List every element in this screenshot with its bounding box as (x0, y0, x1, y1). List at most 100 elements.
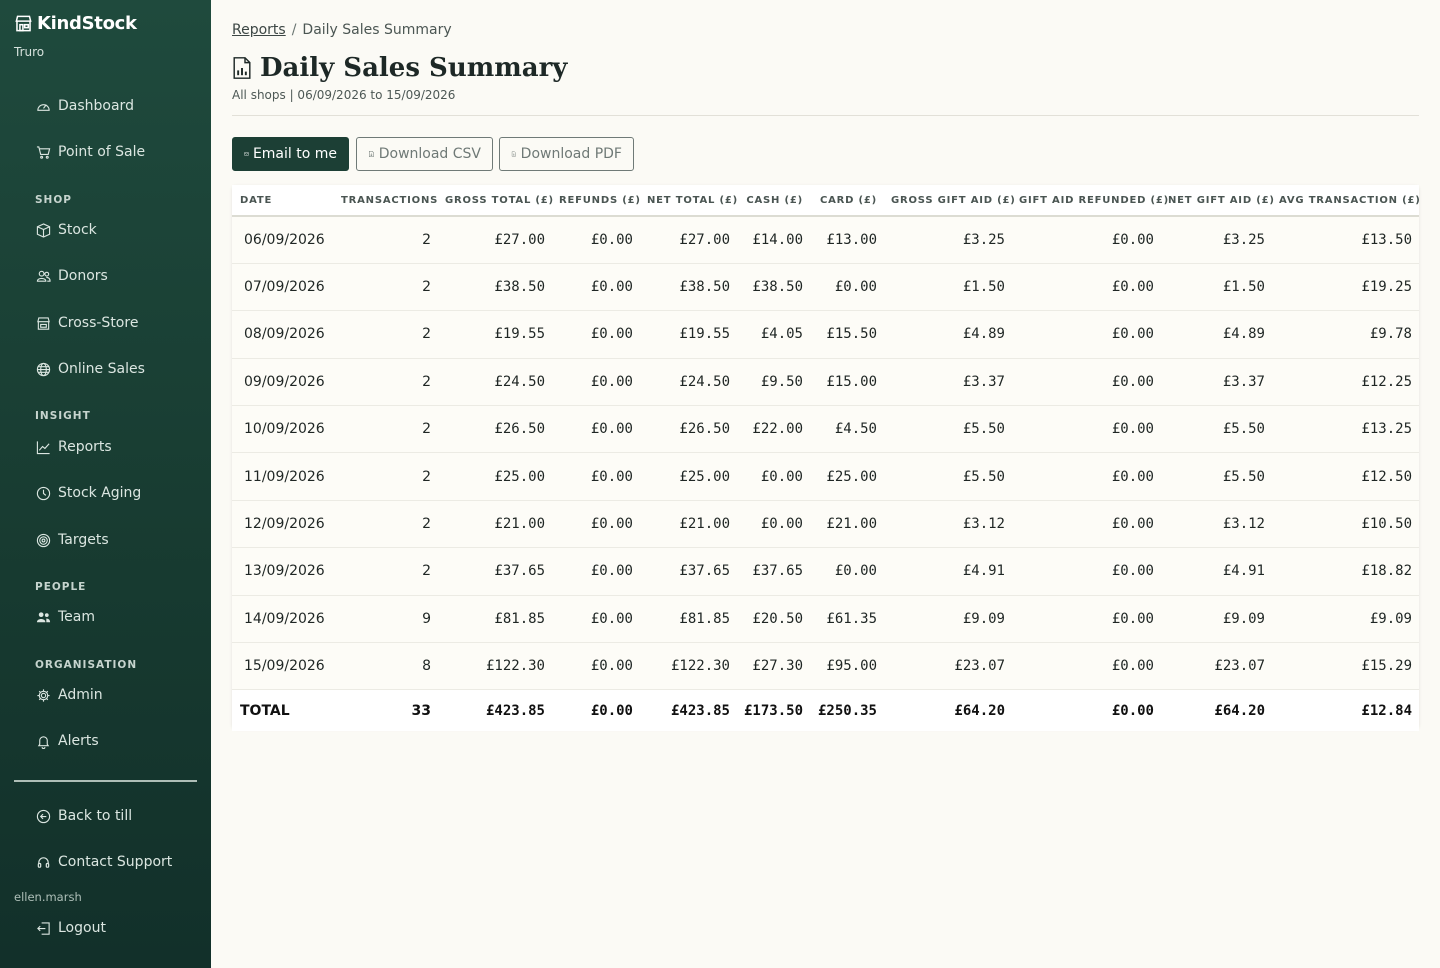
table-cell: £4.89 (884, 310, 1012, 359)
nav-reports-label: Reports (58, 439, 112, 455)
row-date-cell: 06/09/2026 (232, 216, 334, 264)
nav-alerts[interactable]: Alerts (36, 733, 99, 749)
table-cell: 9 (334, 595, 438, 644)
column-header-gross-total[interactable]: GROSS TOTAL (£) (438, 185, 553, 217)
table-row: 15/09/2026 8 £122.30 £0.00 £122.30 £27.30 £95.… (232, 642, 1419, 691)
column-header-refunds[interactable]: REFUNDS (£) (552, 185, 640, 217)
table-cell: £0.00 (1012, 500, 1161, 549)
nav-online-sales-label: Online Sales (58, 361, 145, 377)
nav-targets-label: Targets (58, 532, 109, 548)
table-cell: 2 (334, 405, 438, 454)
headset-icon (37, 856, 50, 868)
table-cell: £5.50 (884, 405, 1012, 454)
table-body: 06/09/2026 2 £27.00 £0.00 £27.00 £14.00 £13.00… (232, 216, 1419, 691)
total-cell: £12.84 (1272, 689, 1419, 731)
arrow-left-circle-icon (36, 809, 51, 823)
sidebar: KindStock Truro Dashboard Point of Sale … (0, 0, 211, 968)
table-cell: £25.00 (640, 452, 737, 501)
table-cell: £27.00 (438, 216, 552, 264)
total-cell: £173.50 (737, 689, 810, 731)
row-date-cell: 07/09/2026 (232, 263, 334, 312)
table-cell: £27.30 (737, 642, 810, 691)
nav-online-sales[interactable]: Online Sales (36, 361, 145, 377)
sales-summary-table: DATE TRANSACTIONS GROSS TOTAL (£) REFUND… (232, 185, 1420, 731)
table-cell: £5.50 (884, 452, 1012, 501)
nav-stock-aging[interactable]: Stock Aging (36, 485, 141, 501)
table-cell: £13.50 (1272, 216, 1419, 264)
table-row: 13/09/2026 2 £37.65 £0.00 £37.65 £37.65 £0.00 £… (232, 547, 1419, 596)
brand[interactable]: KindStock (14, 13, 137, 34)
column-header-gift-aid-refunded[interactable]: GIFT AID REFUNDED (£) (1012, 185, 1168, 217)
table-row: 06/09/2026 2 £27.00 £0.00 £27.00 £14.00 £13.00… (232, 216, 1419, 264)
column-header-transactions[interactable]: TRANSACTIONS (334, 185, 438, 217)
table-cell: £0.00 (1012, 358, 1161, 407)
table-cell: £0.00 (737, 500, 810, 549)
table-cell: £81.85 (640, 595, 737, 644)
table-cell: £0.00 (1012, 595, 1161, 644)
nav-reports[interactable]: Reports (36, 439, 112, 455)
column-header-card[interactable]: CARD (£) (810, 185, 884, 217)
current-user: ellen.marsh (14, 890, 82, 904)
download-csv-button[interactable]: Download CSV (356, 137, 493, 171)
column-header-net-total[interactable]: NET TOTAL (£) (640, 185, 737, 217)
table-cell: 2 (334, 310, 438, 359)
cart-icon (36, 145, 51, 159)
nav-cross-store[interactable]: Cross-Store (36, 315, 138, 331)
total-cell: £423.85 (640, 689, 737, 731)
table-cell: £0.00 (552, 310, 640, 359)
column-header-cash[interactable]: CASH (£) (737, 185, 810, 217)
email-to-me-button[interactable]: Email to me (232, 137, 349, 171)
nav-dashboard[interactable]: Dashboard (36, 98, 134, 114)
nav-section-shop: SHOP (35, 194, 72, 206)
nav-point-of-sale[interactable]: Point of Sale (36, 144, 145, 160)
table-row: 10/09/2026 2 £26.50 £0.00 £26.50 £22.00 £4.50 £… (232, 405, 1419, 454)
download-pdf-button[interactable]: Download PDF (499, 137, 634, 171)
people-icon (36, 270, 51, 282)
table-cell: £4.05 (737, 310, 810, 359)
total-cell: £423.85 (438, 689, 552, 731)
table-cell: £0.00 (552, 405, 640, 454)
email-to-me-label: Email to me (252, 146, 337, 162)
contact-support-link[interactable]: Contact Support (36, 854, 172, 870)
table-cell: £0.00 (737, 452, 810, 501)
page-subtitle: All shops | 06/09/2026 to 15/09/2026 (232, 88, 456, 102)
row-date-cell: 12/09/2026 (232, 500, 334, 549)
table-cell: £122.30 (640, 642, 737, 691)
breadcrumb-reports-link[interactable]: Reports (232, 22, 286, 38)
table-cell: £25.00 (438, 452, 552, 501)
nav-admin[interactable]: Admin (36, 687, 103, 703)
column-header-gross-gift-aid[interactable]: GROSS GIFT AID (£) (884, 185, 1015, 217)
nav-donors[interactable]: Donors (36, 268, 108, 284)
table-cell: £4.91 (884, 547, 1012, 596)
column-header-net-gift-aid[interactable]: NET GIFT AID (£) (1161, 185, 1274, 217)
table-cell: £4.91 (1161, 547, 1272, 596)
table-row: 07/09/2026 2 £38.50 £0.00 £38.50 £38.50 £0.00 £… (232, 263, 1419, 312)
table-cell: £0.00 (552, 263, 640, 312)
back-to-till-link[interactable]: Back to till (36, 808, 132, 824)
chart-line-icon (36, 440, 50, 454)
nav-stock[interactable]: Stock (36, 222, 97, 238)
column-header-avg-transaction[interactable]: AVG TRANSACTION (£) (1272, 185, 1420, 217)
team-icon (36, 611, 51, 622)
row-date-cell: 14/09/2026 (232, 595, 334, 644)
nav-team[interactable]: Team (36, 609, 95, 625)
nav-targets[interactable]: Targets (36, 532, 109, 548)
nav-admin-label: Admin (58, 687, 103, 703)
shop-icon (15, 15, 32, 32)
table-cell: £24.50 (438, 358, 552, 407)
nav-section-people: PEOPLE (35, 581, 87, 593)
column-header-date[interactable]: DATE (232, 185, 334, 217)
gear-icon (37, 688, 50, 702)
table-cell: £27.00 (640, 216, 737, 264)
logout-link[interactable]: Logout (36, 920, 106, 936)
row-date-cell: 13/09/2026 (232, 547, 334, 596)
table-cell: £37.65 (737, 547, 810, 596)
table-cell: £0.00 (1012, 263, 1161, 312)
table-cell: £3.37 (1161, 358, 1272, 407)
row-date-cell: 15/09/2026 (232, 642, 334, 691)
table-cell: £0.00 (810, 263, 884, 312)
table-cell: 2 (334, 263, 438, 312)
nav-donors-label: Donors (58, 268, 108, 284)
table-cell: £0.00 (552, 500, 640, 549)
table-cell: 2 (334, 216, 438, 264)
